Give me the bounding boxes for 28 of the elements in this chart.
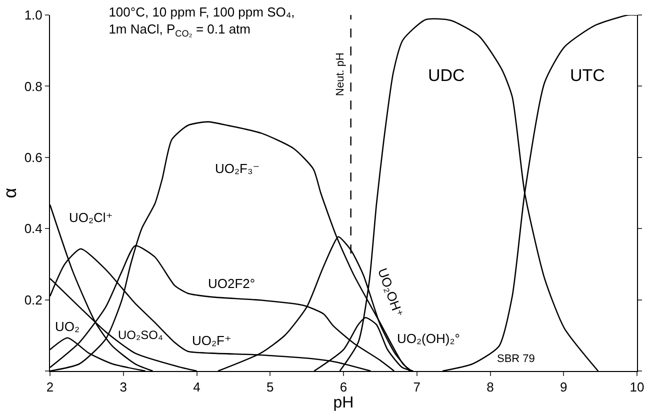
annotation: UO₂Cl⁺ <box>69 210 113 225</box>
y-tick-label: 1.0 <box>24 8 42 23</box>
x-tick-label: 9 <box>560 380 568 395</box>
x-tick-label: 10 <box>630 380 644 395</box>
y-tick-label: 0.2 <box>24 292 42 308</box>
x-tick-label: 5 <box>266 380 274 395</box>
x-tick-label: 3 <box>120 380 127 395</box>
y-axis-title: α <box>0 188 20 198</box>
annotation: UO₂SO₄ <box>118 328 163 342</box>
x-tick-label: 6 <box>340 380 348 395</box>
chart-title: 100°C, 10 ppm F, 100 ppm SO₄, 1m NaCl, P$_{CO₂}$ = 0.1 atm <box>108 4 295 38</box>
annotation: UO2F2° <box>208 276 256 291</box>
annotation: UO₂F₃⁻ <box>215 161 260 176</box>
annotation: UDC <box>428 66 465 85</box>
ref-line-label: Neut. pH <box>334 52 347 96</box>
x-axis-title: pH <box>333 394 354 412</box>
annotation: SBR 79 <box>497 353 535 365</box>
annotation: UO₂F⁺ <box>192 333 232 348</box>
y-tick-label: 0.4 <box>24 221 42 236</box>
y-tick-label: 0.6 <box>24 150 42 165</box>
x-tick-label: 7 <box>413 380 420 395</box>
y-tick-label: 0.8 <box>24 78 42 94</box>
x-tick-label: 8 <box>486 380 494 395</box>
x-tick-label: 2 <box>46 380 54 395</box>
annotation: UO₂(OH)₂° <box>397 331 460 346</box>
annotation: UO₂ <box>55 319 80 334</box>
annotation: UTC <box>570 66 605 85</box>
x-tick-label: 4 <box>193 380 200 395</box>
